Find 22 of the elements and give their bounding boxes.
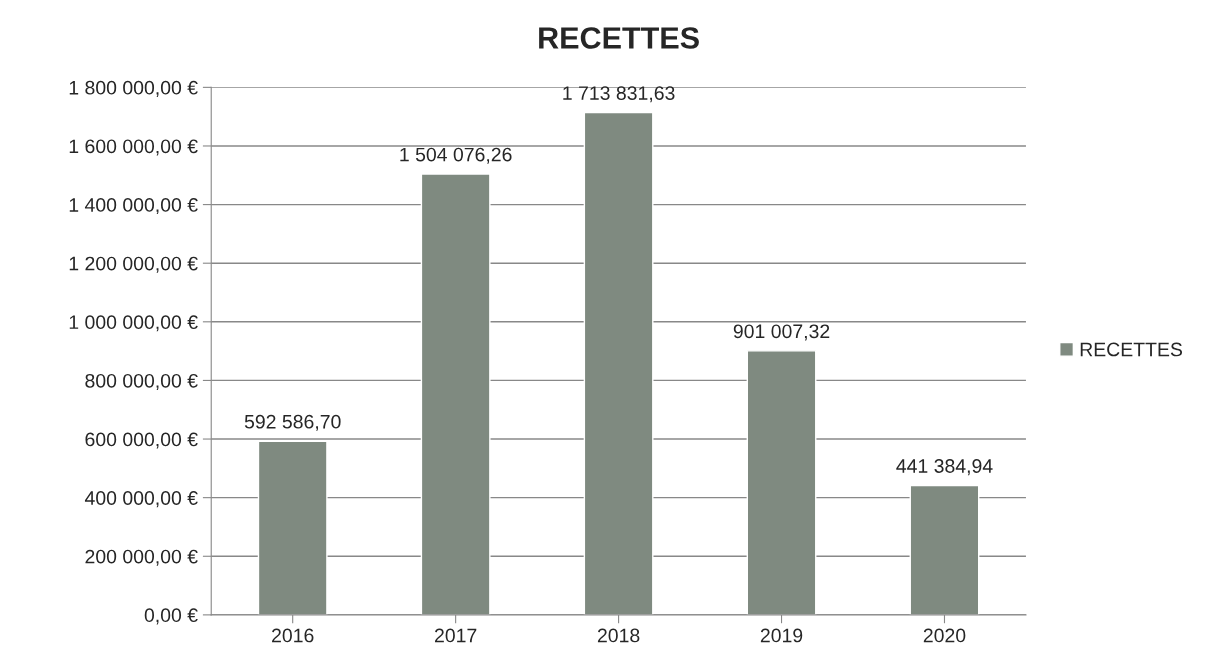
data-label: 592 586,70 [244,414,341,431]
y-tick-label: 400 000,00 € [84,491,198,508]
y-tick-label: 200 000,00 € [85,549,198,566]
data-label: 441 384,94 [896,459,993,476]
y-tick-label: 0,00 € [144,608,198,625]
y-tick-label: 1 400 000,00 € [69,198,198,215]
data-label: 901 007,32 [733,324,830,341]
x-tick-label: 2017 [434,628,477,643]
y-tick-label: 800 000,00 € [85,373,198,390]
y-tick-label: 600 000,00 € [85,432,198,449]
data-label: 1 713 831,63 [563,86,675,103]
y-tick-label: 1 600 000,00 € [69,139,198,156]
y-tick-label: 1 800 000,00 € [69,80,198,97]
legend-label: RECETTES [1080,342,1183,357]
y-tick-label: 1 000 000,00 € [69,315,198,332]
chart-title: RECETTES [539,27,699,49]
y-tick-label: 1 200 000,00 € [69,256,198,273]
x-tick-label: 2020 [923,628,966,643]
x-tick-label: 2018 [597,628,640,643]
data-label: 1 504 076,26 [400,147,512,164]
x-tick-label: 2016 [272,628,314,643]
x-tick-label: 2019 [760,628,803,643]
